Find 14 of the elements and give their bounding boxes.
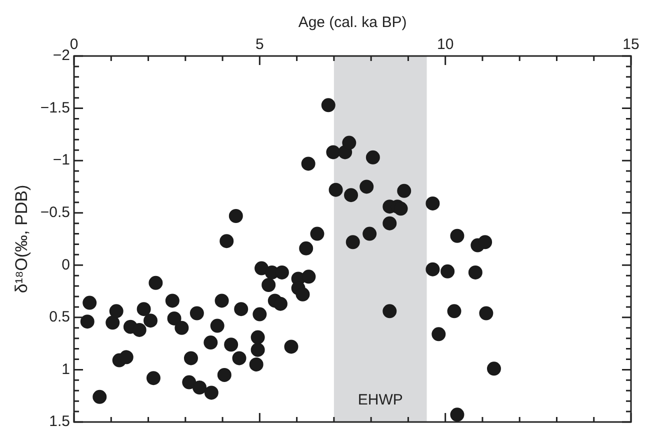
- y-tick-label: −1.5: [40, 99, 70, 116]
- y-tick-label: 1.5: [49, 413, 70, 430]
- y-axis-title: δ¹⁸O(‰, PDB): [12, 184, 31, 294]
- y-tick-label: 0.5: [49, 308, 70, 326]
- x-tick-label: 10: [436, 36, 454, 54]
- y-tick-label: 0: [62, 256, 70, 274]
- x-tick-label: 5: [256, 36, 264, 54]
- x-tick-label: 15: [622, 36, 640, 54]
- y-tick-label: 1: [62, 360, 70, 378]
- y-tick-label: −1: [52, 152, 70, 169]
- x-axis-title: Age (cal. ka BP): [298, 14, 407, 32]
- y-tick-label: −2: [52, 47, 70, 64]
- band-label: EHWP: [358, 392, 403, 409]
- y-tick-label: −0.5: [40, 204, 70, 221]
